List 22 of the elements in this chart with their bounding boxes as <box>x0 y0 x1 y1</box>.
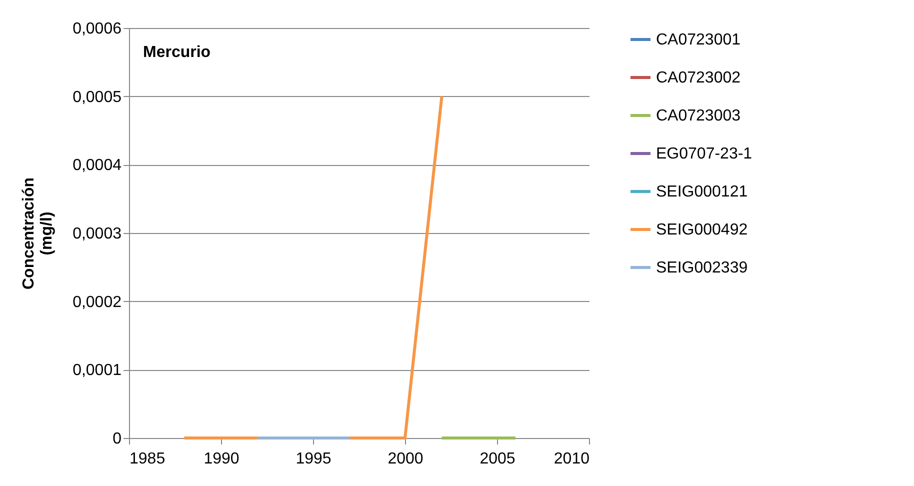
text: Mercurio <box>143 44 211 61</box>
legend-label: CA0723002 <box>656 70 741 86</box>
y-tick-label: 0,0006 <box>72 20 122 38</box>
legend-label: EG0707-23-1 <box>656 146 752 162</box>
legend-label: CA0723001 <box>656 32 741 48</box>
x-tick-label: 1990 <box>204 450 240 468</box>
legend-label: CA0723003 <box>656 108 741 124</box>
x-tick-label: 2010 <box>554 450 590 468</box>
x-tick-label: 2005 <box>480 450 516 468</box>
y-tick-label: 0 <box>112 430 122 448</box>
legend-label: SEIG000492 <box>656 222 748 238</box>
y-tick-label: 0,0003 <box>72 226 122 242</box>
x-tick-label: 1995 <box>296 450 332 468</box>
x-tick-label: 1985 <box>130 450 166 468</box>
y-axis-title: Concentración (mg/l) <box>20 177 56 290</box>
legend-label: SEIG000121 <box>656 184 748 200</box>
y-tick-label: 0,0001 <box>72 362 122 380</box>
legend-label: SEIG002339 <box>656 260 748 276</box>
y-tick-label: 0,0005 <box>72 88 122 106</box>
y-tick-label: 0,0004 <box>72 157 122 174</box>
y-tick-label: 0,0002 <box>72 294 122 311</box>
x-tick-label: 2000 <box>388 450 424 468</box>
